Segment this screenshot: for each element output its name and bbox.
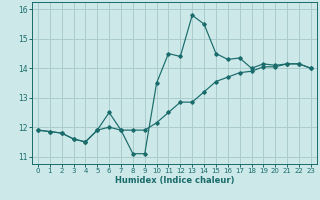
- X-axis label: Humidex (Indice chaleur): Humidex (Indice chaleur): [115, 176, 234, 185]
